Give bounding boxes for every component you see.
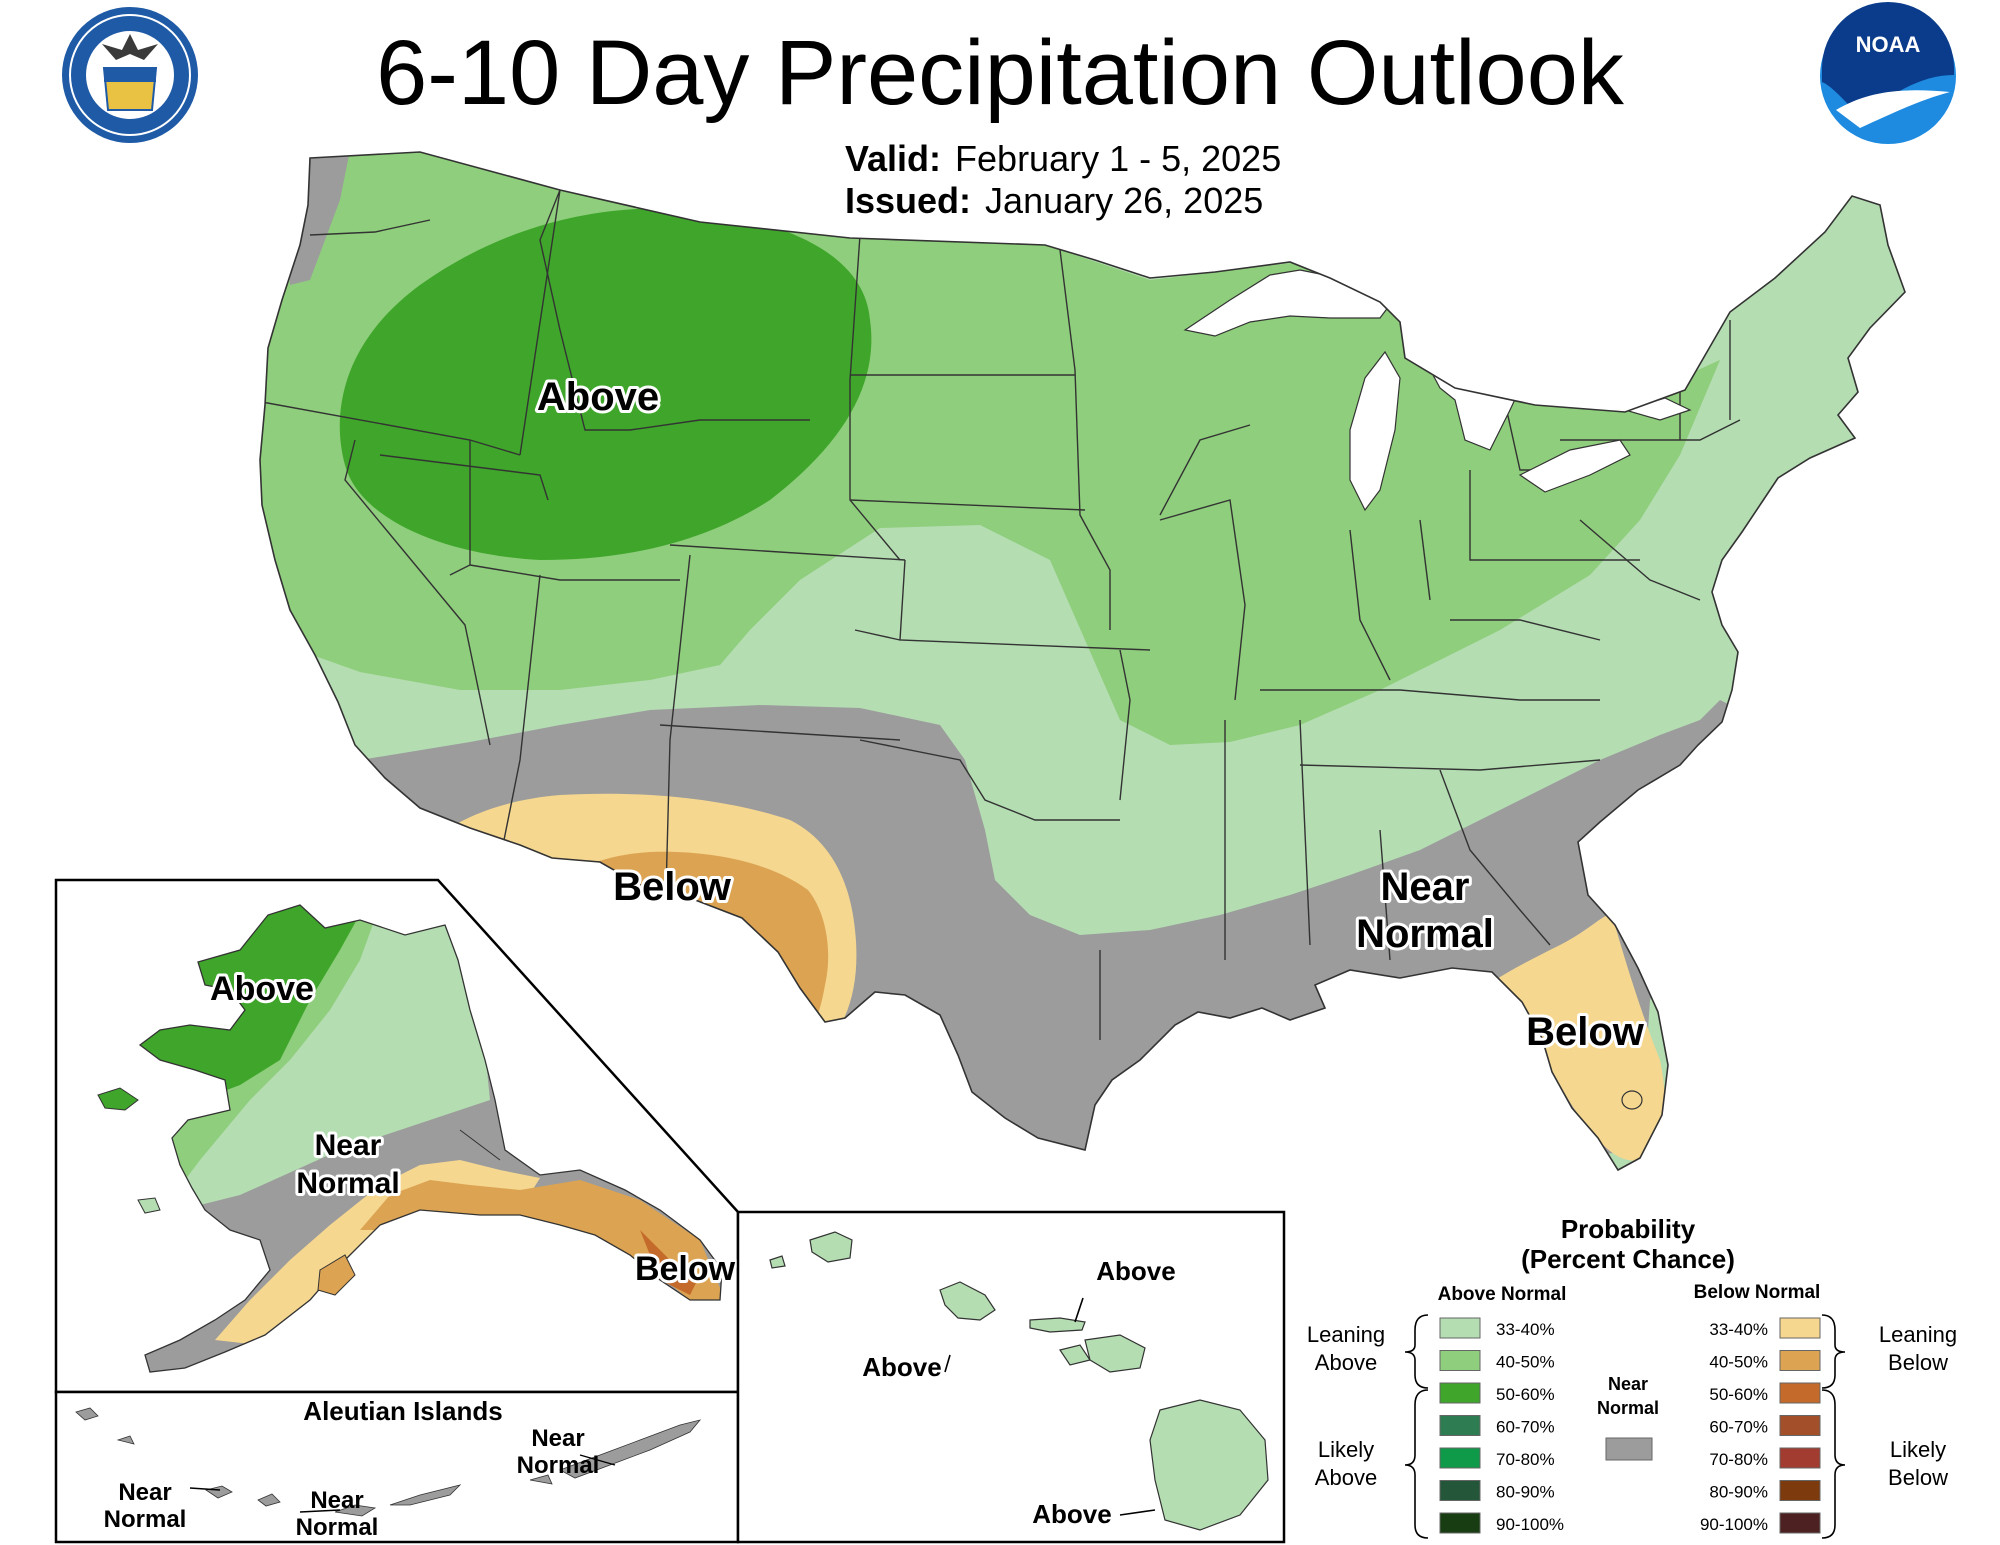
conus-near-normal-label-1: Near [1381,865,1470,909]
legend-below-bin-label-1: 40-50% [1709,1353,1768,1372]
legend-leaning-above-2: Above [1315,1350,1377,1375]
alaska-near-label-2: Normal [296,1167,399,1200]
legend-below-bin-label-6: 90-100% [1700,1515,1768,1534]
legend-above-bin-swatch-0 [1439,1317,1481,1339]
noaa-text: NOAA [1856,32,1921,57]
map-title: 6-10 Day Precipitation Outlook [376,22,1624,124]
legend-above-bin-label-5: 80-90% [1496,1483,1555,1502]
legend-below-bin-swatch-1 [1779,1350,1821,1371]
legend-title-2: (Percent Chance) [1521,1244,1735,1274]
legend-above-bin-label-6: 90-100% [1496,1515,1564,1534]
legend-leaning-below-1: Leaning [1879,1322,1957,1347]
commerce-seal-logo [62,7,198,143]
legend-leaning-below-2: Below [1888,1350,1948,1375]
legend-leaning-above-1: Leaning [1307,1322,1385,1347]
aleutian-normal-3: Normal [517,1452,600,1479]
legend-above-bin-label-2: 50-60% [1496,1385,1555,1404]
valid-dates: Valid: February 1 - 5, 2025 [845,138,1281,180]
conus-above-label: Above [537,375,659,419]
legend-below-bin-label-0: 33-40% [1709,1320,1768,1339]
aleutian-near-2: Near [310,1487,363,1514]
legend-below-bin-swatch-0 [1779,1317,1821,1339]
legend-near-2: Normal [1597,1398,1659,1418]
aleutian-islands-shapes [75,1407,702,1517]
legend-above-bin-swatch-6 [1439,1512,1481,1534]
valid-value: February 1 - 5, 2025 [955,138,1282,179]
legend-above-bin-swatch-5 [1439,1480,1481,1501]
legend-below-bin-label-4: 70-80% [1709,1450,1768,1469]
legend-below-bin-swatch-6 [1779,1512,1821,1534]
legend-title-1: Probability [1561,1214,1696,1244]
noaa-logo: NOAA [1820,2,1956,144]
legend-below-bins: 33-40% 40-50% 50-60% 60-70% 70-80% 80-90% 90-1… [1700,1317,1821,1534]
legend-above-bin-label-4: 70-80% [1496,1450,1555,1469]
hawaii-above-s-label: Above [1032,1499,1111,1529]
legend-below-bin-swatch-5 [1779,1480,1821,1501]
legend-likely-above-2: Above [1315,1465,1377,1490]
legend-above-header: Above Normal [1438,1284,1567,1305]
legend-above-bin-swatch-3 [1439,1415,1481,1436]
legend-above-bin-swatch-4 [1439,1447,1481,1469]
legend-above-bin-label-3: 60-70% [1496,1418,1555,1437]
aleutian-panel [54,1390,740,1544]
alaska-near-label-1: Near [315,1129,382,1162]
legend-near-1: Near [1608,1374,1648,1394]
valid-label: Valid: [845,138,942,179]
legend-near-normal-swatch [1605,1437,1653,1461]
legend-above-bin-swatch-1 [1439,1350,1481,1371]
issued-date: Issued: January 26, 2025 [845,180,1263,222]
legend-below-bin-label-2: 50-60% [1709,1385,1768,1404]
legend-braces [1404,1314,1846,1539]
aleutian-title: Aleutian Islands [303,1396,502,1426]
legend-below-bin-swatch-4 [1779,1447,1821,1469]
aleutian-near-1: Near [118,1479,171,1506]
alaska-below-label: Below [635,1250,736,1288]
state-borders [261,189,1741,1040]
legend-likely-below-1: Likely [1890,1437,1946,1462]
aleutian-normal-1: Normal [104,1506,187,1533]
legend-likely-below-2: Below [1888,1465,1948,1490]
legend-likely-above-1: Likely [1318,1437,1374,1462]
issued-value: January 26, 2025 [985,180,1264,221]
legend-below-bin-label-5: 80-90% [1709,1483,1768,1502]
alaska-inset: Above Near Normal Below Aleutian Islands… [54,878,740,1544]
aleutian-normal-2: Normal [296,1514,379,1541]
legend-above-bin-swatch-2 [1439,1382,1481,1404]
legend-below-bin-swatch-2 [1779,1382,1821,1404]
legend-above-bin-label-1: 40-50% [1496,1353,1555,1372]
hawaii-above-ne-label: Above [1096,1256,1175,1286]
legend-below-header: Below Normal [1694,1282,1821,1303]
legend-above-bin-label-0: 33-40% [1496,1320,1555,1339]
legend-above-bins: 33-40% 40-50% 50-60% 60-70% 70-80% 80-90% 90-1… [1439,1317,1564,1534]
hawaii-inset: Above Above Above [736,1210,1286,1544]
legend-below-bin-label-3: 60-70% [1709,1418,1768,1437]
legend-below-bin-swatch-3 [1779,1415,1821,1436]
conus-near-normal-label-2: Normal [1356,912,1494,956]
hawaii-above-w-label: Above [862,1352,941,1382]
aleutian-near-3: Near [531,1425,584,1452]
conus-below-southwest-label: Below [613,865,732,909]
legend: Probability (Percent Chance) Above Norma… [1307,1214,1957,1539]
issued-label: Issued: [845,180,972,221]
alaska-above-label: Above [210,970,314,1008]
conus-below-florida-label: Below [1526,1010,1645,1054]
